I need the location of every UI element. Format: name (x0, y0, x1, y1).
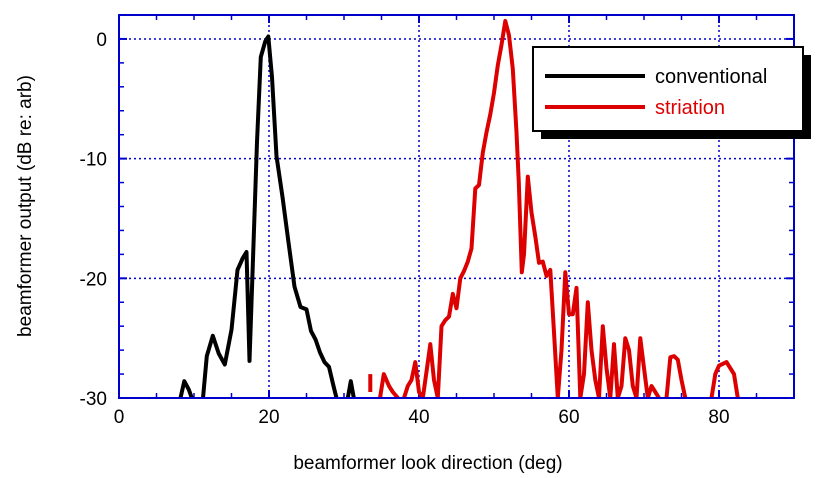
series-line-conventional (201, 34, 339, 398)
legend-label-conventional: conventional (655, 66, 767, 88)
legend: conventional striation (532, 46, 811, 139)
y-tick-label: -30 (80, 389, 107, 410)
series-line-striation (709, 360, 740, 398)
series-line-conventional (178, 379, 194, 398)
y-tick-label: 0 (96, 30, 107, 51)
x-tick-label: 20 (258, 407, 279, 428)
x-tick-label: 0 (114, 407, 125, 428)
x-tick-label: 40 (408, 407, 429, 428)
y-tick-label: -10 (80, 150, 107, 171)
series-line-striation (378, 372, 400, 398)
series-line-striation (664, 354, 688, 398)
series-layer (178, 19, 740, 398)
x-tick-label: 80 (708, 407, 729, 428)
y-axis-title: beamformer output (dB re: arb) (15, 75, 36, 337)
x-axis-title: beamformer look direction (deg) (293, 453, 562, 474)
legend-label-striation: striation (655, 97, 725, 119)
legend-box (532, 46, 804, 132)
series-line-conventional (345, 379, 356, 398)
grid (119, 15, 794, 398)
tick-labels: 0 20 40 60 80 0 -10 -20 -30 (80, 30, 730, 428)
plot-frame (118, 14, 795, 399)
x-tick-label: 60 (558, 407, 579, 428)
y-tick-label: -20 (80, 269, 107, 290)
series-line-striation (402, 19, 661, 398)
